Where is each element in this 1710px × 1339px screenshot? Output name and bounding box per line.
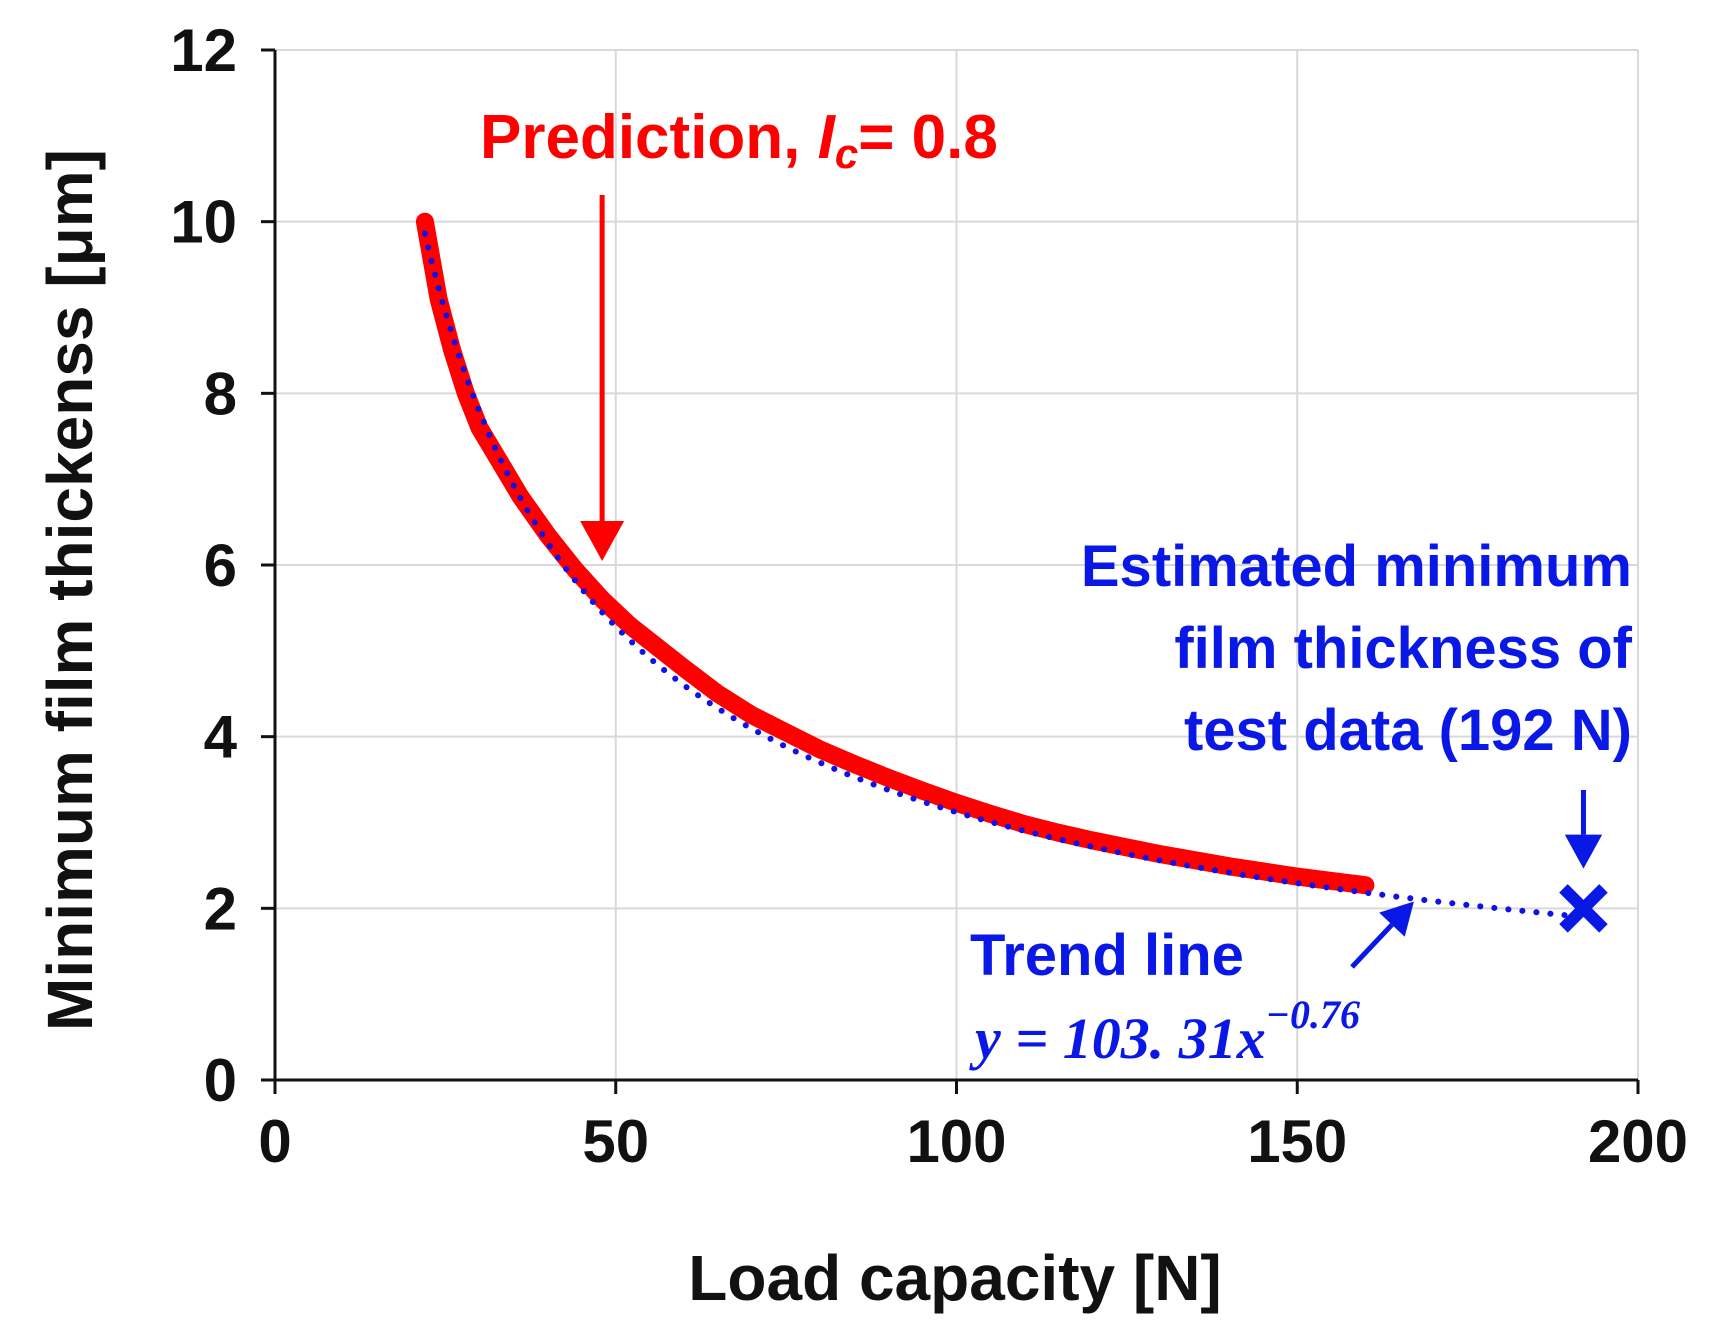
estimate-label-line-3: test data (192 N) <box>1184 698 1632 763</box>
trend-equation: y = 103. 31x−0.76 <box>969 992 1360 1071</box>
prediction-label: Prediction, Ic= 0.8 <box>480 103 998 177</box>
y-axis-title: Minimum film thickenss [μm] <box>34 149 106 1031</box>
trend-equation-exponent: −0.76 <box>1266 992 1360 1037</box>
y-tick-label: 6 <box>204 532 237 599</box>
estimate-arrow <box>1564 790 1603 869</box>
annotations <box>580 195 1603 969</box>
x-axis-title: Load capacity [N] <box>688 1242 1221 1314</box>
trend-line-label: Trend line <box>970 923 1244 988</box>
estimate-label-line-2: film thickness of <box>1174 616 1632 681</box>
estimate-x-marker <box>1559 884 1608 933</box>
prediction-label-var: I <box>818 103 837 172</box>
estimate-label-line-1: Estimated minimum <box>1081 534 1632 599</box>
prediction-arrow-head <box>580 521 625 561</box>
grid <box>275 49 1639 1080</box>
prediction-label-prefix: Prediction, <box>480 103 818 172</box>
estimate-arrow-head <box>1564 834 1603 869</box>
x-tick-label: 100 <box>906 1108 1006 1175</box>
x-tick-label: 0 <box>258 1108 291 1175</box>
y-tick-label: 4 <box>204 704 238 771</box>
prediction-label-suffix: = 0.8 <box>858 103 998 172</box>
y-tick-label: 0 <box>204 1047 237 1114</box>
prediction-label-sub: c <box>835 130 858 177</box>
trend-arrow-head <box>1379 901 1414 937</box>
trend-arrow <box>1350 901 1414 969</box>
prediction-arrow <box>580 195 625 561</box>
axes: 0 50 100 150 200 0 2 4 6 8 10 12 <box>170 17 1688 1175</box>
y-tick-label: 12 <box>170 17 237 84</box>
y-tick-label: 8 <box>204 360 237 427</box>
y-tick-label: 2 <box>204 875 237 942</box>
trend-arrow-shaft <box>1350 923 1394 969</box>
x-tick-label: 200 <box>1588 1108 1688 1175</box>
trend-equation-main: y = 103. 31x <box>969 1006 1266 1071</box>
series-layer <box>415 212 1608 933</box>
x-tick-label: 150 <box>1247 1108 1347 1175</box>
x-tick-label: 50 <box>582 1108 649 1175</box>
y-tick-label: 10 <box>170 189 237 256</box>
